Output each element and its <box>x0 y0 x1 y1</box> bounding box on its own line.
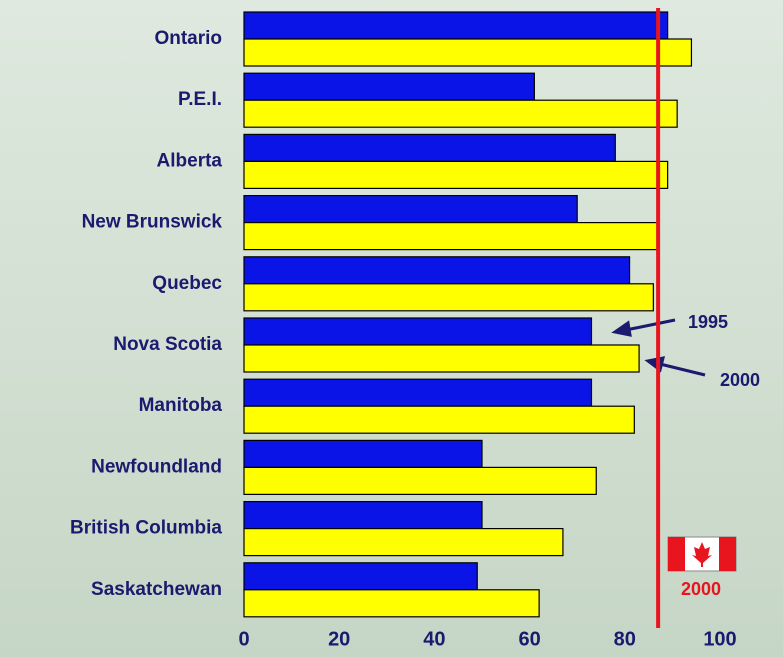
bar <box>243 501 483 530</box>
category-label: P.E.I. <box>178 89 222 110</box>
bar <box>243 344 640 373</box>
bar <box>243 378 593 407</box>
bar <box>243 439 483 468</box>
bar <box>243 466 597 495</box>
bar <box>243 562 478 591</box>
category-label: Ontario <box>154 28 222 49</box>
series-label: 1995 <box>688 312 728 332</box>
bar <box>243 405 635 434</box>
category-label: Saskatchewan <box>91 579 222 600</box>
x-tick-label: 40 <box>423 628 445 650</box>
bar <box>243 256 631 285</box>
category-label: Quebec <box>152 273 222 294</box>
bar <box>243 160 669 189</box>
bar <box>243 317 593 346</box>
bar <box>243 589 540 618</box>
bar <box>243 72 535 101</box>
series-label: 2000 <box>720 370 760 390</box>
x-tick-label: 100 <box>703 628 736 650</box>
category-label: Newfoundland <box>91 456 222 477</box>
category-label: British Columbia <box>70 518 222 539</box>
x-tick-label: 0 <box>238 628 249 650</box>
x-tick-label: 60 <box>518 628 540 650</box>
category-label: Manitoba <box>139 395 223 416</box>
bar <box>243 283 654 312</box>
bar <box>243 527 564 557</box>
reference-label: 2000 <box>681 579 721 599</box>
category-label: Alberta <box>157 150 223 171</box>
category-label: New Brunswick <box>82 212 223 233</box>
bar <box>243 99 678 128</box>
bar <box>243 222 659 251</box>
bar <box>243 38 693 67</box>
bar <box>243 195 578 224</box>
x-tick-label: 80 <box>614 628 636 650</box>
bar <box>243 133 616 162</box>
canada-flag <box>667 536 737 572</box>
bar <box>243 11 669 40</box>
category-label: Nova Scotia <box>113 334 222 355</box>
x-tick-label: 20 <box>328 628 350 650</box>
